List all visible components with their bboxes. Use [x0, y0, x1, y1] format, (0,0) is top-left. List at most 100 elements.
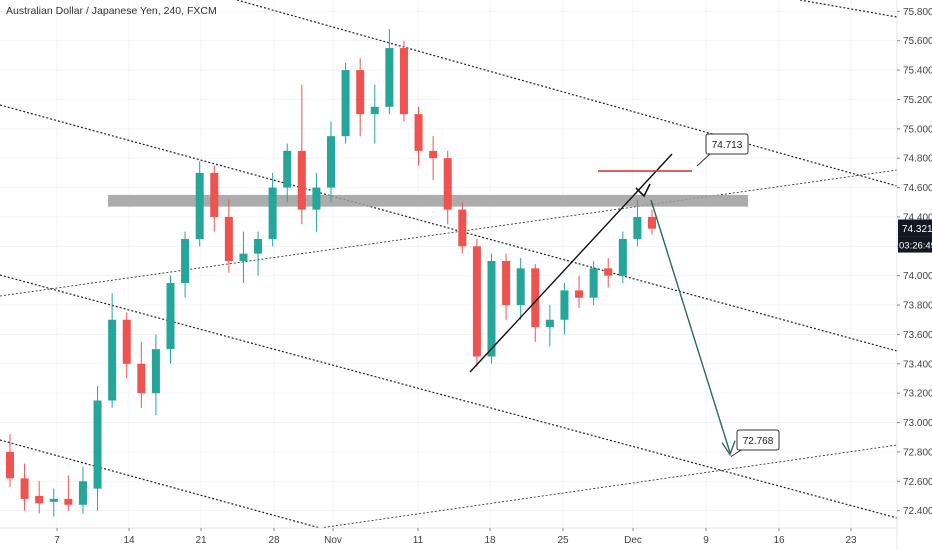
callout-box [705, 133, 749, 155]
channel-line [0, 169, 898, 297]
candle-body [472, 246, 481, 357]
candle-body [122, 319, 131, 364]
chart-title: Australian Dollar / Japanese Yen, 240, F… [6, 5, 217, 17]
resistance-zone [108, 194, 748, 207]
candle-body [35, 495, 44, 504]
candle-body [487, 261, 496, 357]
callout-pointer [730, 449, 742, 458]
candle-body [458, 209, 467, 247]
candle-body [181, 238, 190, 284]
candle-body [385, 48, 394, 107]
time-tick-label: 7 [54, 535, 60, 546]
candle-body [20, 478, 29, 499]
price-tick-label: 75.800 [903, 7, 932, 18]
candle-body [64, 498, 73, 505]
price-tick-label: 75.200 [903, 95, 932, 106]
price-tick-label: 73.200 [903, 389, 932, 400]
down-arrow-marker [635, 183, 651, 198]
candle-body [312, 187, 321, 210]
price-tick-label: 72.400 [903, 506, 932, 517]
price-tick-label: 75.400 [903, 66, 932, 77]
time-tick-label: Dec [624, 535, 642, 546]
candle-body [283, 150, 292, 188]
candles [5, 28, 657, 517]
time-tick-label: 14 [123, 535, 135, 546]
candle-body [49, 498, 58, 502]
channel-line [0, 439, 321, 529]
candle-body [545, 319, 554, 328]
price-tick-label: 74.600 [903, 183, 932, 194]
candle-body [647, 216, 657, 229]
candle-body [531, 268, 540, 328]
channel-line [799, 0, 898, 18]
candle-body [560, 290, 569, 320]
candle-body [399, 48, 408, 115]
candle-body [502, 261, 511, 306]
annotations: 74.713 72.768 [469, 133, 780, 458]
channel-line [319, 444, 898, 529]
candle-body [633, 216, 642, 239]
candle-body [137, 363, 146, 394]
callout-74-713: 74.713 [696, 133, 749, 167]
price-tick-label: 72.800 [903, 447, 932, 458]
candle-body [297, 150, 306, 210]
price-tick-label: 72.600 [903, 477, 932, 488]
price-tick-label: 75.000 [903, 124, 932, 135]
price-tick-label: 73.400 [903, 359, 932, 370]
candle-body [93, 400, 102, 489]
candle-body [210, 172, 219, 217]
candle-body [443, 158, 452, 210]
time-tick-label: 16 [773, 535, 785, 546]
channel-line [0, 104, 898, 352]
candle-body [341, 70, 350, 137]
price-axis[interactable]: 75.800 75.600 75.400 75.200 75.000 74.800 74.6… [896, 0, 932, 550]
candle-body [516, 268, 525, 306]
candle-body [108, 319, 117, 401]
candle-body [575, 290, 584, 298]
countdown-label: 03:26:49 [899, 241, 932, 252]
price-tick-label: 74.000 [903, 271, 932, 282]
last-price-badge [898, 219, 932, 237]
callout-box [736, 429, 780, 451]
price-tick-label: 74.800 [903, 154, 932, 165]
countdown-badge [898, 236, 932, 253]
projection-arrow-line [650, 199, 731, 453]
callout-pointer [696, 153, 711, 167]
resistance-zone-band [108, 194, 748, 207]
price-tick-label: 73.600 [903, 330, 932, 341]
time-tick-label: 18 [484, 535, 496, 546]
price-tick-label: 73.800 [903, 301, 932, 312]
time-tick-label: 28 [268, 535, 280, 546]
candle-body [618, 238, 627, 276]
time-tick-label: 9 [703, 535, 709, 546]
time-axis[interactable]: 7 14 21 28 Nov 11 18 25 Dec 9 16 23 [0, 527, 897, 546]
candle-body [195, 172, 204, 239]
candle-body [224, 216, 233, 261]
candle-body [151, 349, 160, 394]
candle-body [268, 187, 277, 239]
candle-body [370, 106, 379, 115]
projection-arrowhead [721, 440, 736, 457]
time-tick-label: 25 [557, 535, 569, 546]
candle-body [78, 481, 87, 505]
callout-label: 72.768 [743, 436, 774, 447]
price-tick-label: 74.400 [903, 212, 932, 223]
candle-body [589, 268, 598, 298]
time-tick-label: Nov [324, 535, 342, 546]
last-price-label: 74.321 [902, 224, 932, 235]
candle-body [254, 238, 263, 254]
time-tick-label: 23 [845, 535, 857, 546]
candle-body [356, 70, 365, 115]
callout-label: 74.713 [712, 140, 743, 151]
candle-body [5, 451, 15, 479]
price-tick-label: 73.000 [903, 418, 932, 429]
candle-body [414, 114, 423, 151]
price-tick-label: 75.600 [903, 36, 932, 47]
channel-lines [0, 0, 898, 529]
candle-body [604, 268, 613, 276]
candle-body [429, 150, 438, 159]
callout-72-768: 72.768 [730, 429, 780, 458]
time-tick-label: 21 [195, 535, 207, 546]
